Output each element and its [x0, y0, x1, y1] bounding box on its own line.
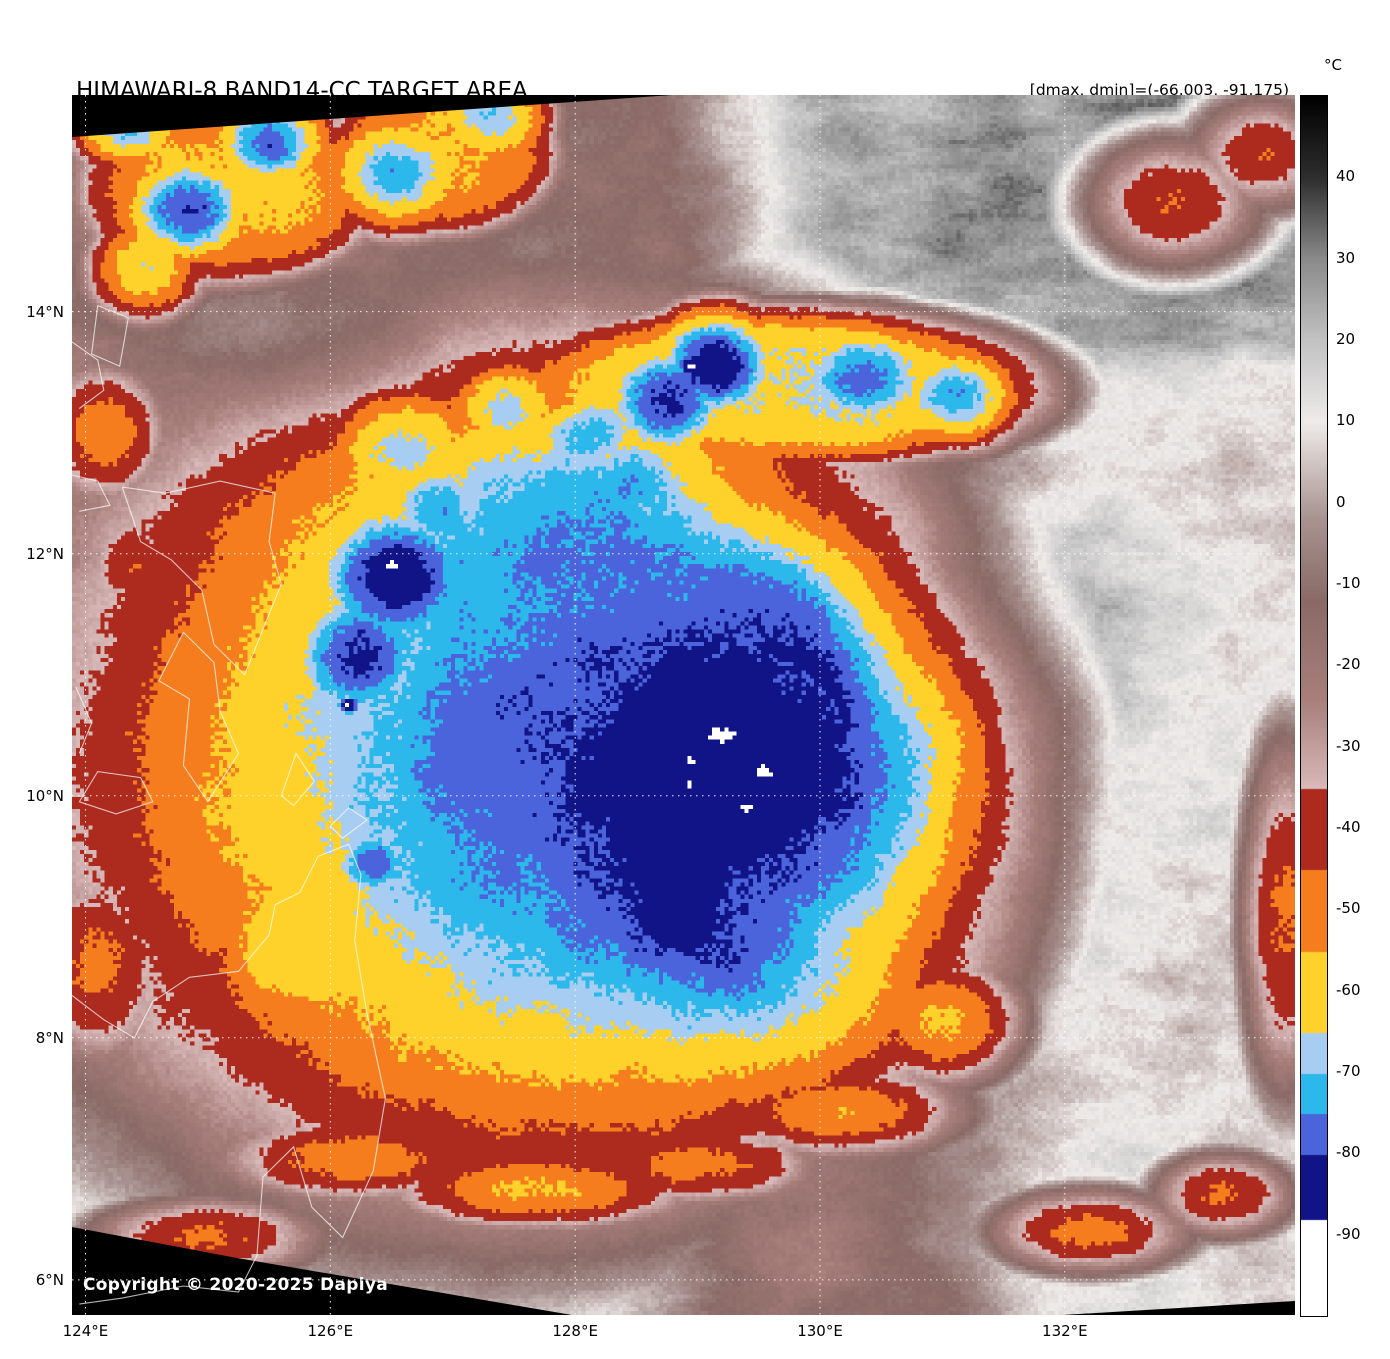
colorbar-tick-label: 0: [1336, 492, 1346, 511]
colorbar-tick-label: -40: [1336, 818, 1361, 836]
colorbar-tick-label: -60: [1336, 980, 1361, 999]
lon-tick-label: 126°E: [307, 1322, 354, 1340]
coastlines: [72, 305, 386, 1305]
colorbar-gradient: [1301, 96, 1327, 1316]
colorbar-tick-label: -10: [1336, 574, 1361, 592]
colorbar-tick-label: -20: [1336, 655, 1361, 674]
lon-tick-label: 130°E: [797, 1322, 843, 1340]
colorbar-tick-label: -70: [1336, 1062, 1361, 1080]
colorbar-unit-label: °C: [1324, 56, 1342, 74]
colorbar-tick-label: -50: [1336, 899, 1361, 918]
lat-tick-label: 10°N: [26, 786, 64, 805]
colorbar-tick-label: 10: [1336, 411, 1356, 430]
colorbar-tick-label: 20: [1336, 330, 1356, 348]
map-overlay: [72, 95, 1295, 1315]
lat-tick-label: 12°N: [26, 544, 64, 563]
lon-tick-label: 132°E: [1042, 1322, 1088, 1340]
colorbar: [1300, 95, 1328, 1317]
graticule-gridlines: [72, 95, 1295, 1315]
colorbar-tick-label: -30: [1336, 736, 1361, 755]
swath-black-margins: [72, 95, 1295, 1315]
lon-tick-label: 124°E: [62, 1322, 109, 1340]
colorbar-tick-label: 30: [1336, 248, 1356, 267]
colorbar-tick-label: -90: [1336, 1224, 1361, 1243]
figure-title: HIMAWARI-8 BAND14-CC TARGET AREA: [76, 78, 528, 104]
copyright-watermark: Copyright © 2020-2025 Dapiya: [83, 1275, 388, 1295]
colorbar-tick-label: 40: [1336, 167, 1356, 186]
lat-tick-label: 6°N: [35, 1270, 64, 1289]
satellite-ir-image: [72, 95, 1295, 1315]
lat-tick-label: 14°N: [26, 302, 64, 321]
lat-tick-label: 8°N: [35, 1028, 64, 1047]
lon-tick-label: 128°E: [552, 1322, 598, 1340]
dmax-dmin-readout: [dmax, dmin]=(-66.003, -91.175): [1029, 81, 1289, 99]
map-plot-area: Copyright © 2020-2025 Dapiya: [72, 95, 1295, 1315]
colorbar-tick-label: -80: [1336, 1143, 1361, 1162]
